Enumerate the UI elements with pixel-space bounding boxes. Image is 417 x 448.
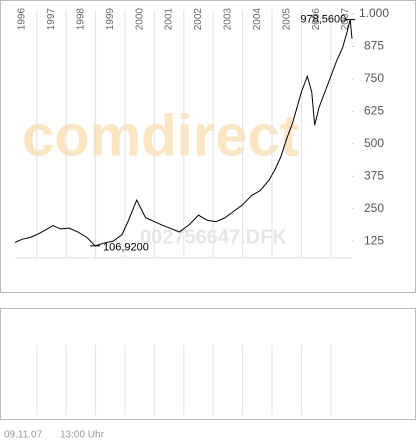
high-label: 978,5600 xyxy=(300,13,346,25)
x-tick-label: 2003 xyxy=(223,8,234,31)
y-tick-label: 250 xyxy=(364,201,384,215)
x-tick-label: 1997 xyxy=(46,8,57,31)
date: 09.11.07 xyxy=(4,430,43,441)
x-tick-label: 2000 xyxy=(134,8,145,31)
y-tick-label: 375 xyxy=(364,168,384,182)
x-tick-label: 2007 xyxy=(340,8,351,31)
x-tick-label: 2004 xyxy=(252,8,263,31)
low-label: 106,9200 xyxy=(103,242,149,254)
y-tick-label: 125 xyxy=(364,233,384,247)
price-line xyxy=(14,19,353,247)
x-tick-label: 2001 xyxy=(164,8,175,31)
main-panel xyxy=(0,0,416,293)
x-tick-label: 1998 xyxy=(76,8,87,31)
lower-panel xyxy=(0,308,416,420)
y-tick-label: 500 xyxy=(364,136,384,150)
x-tick-label: 2002 xyxy=(193,8,204,31)
y-tick-label: 625 xyxy=(364,104,384,118)
y-tick-label: 1.000 xyxy=(359,6,389,20)
x-tick-label: 1999 xyxy=(105,8,116,31)
x-tick-label: 2005 xyxy=(281,8,292,31)
y-tick-label: 875 xyxy=(364,39,384,53)
watermark: comdirect xyxy=(22,103,299,168)
x-tick-label: 1996 xyxy=(17,8,28,31)
x-tick-label: 2006 xyxy=(311,8,322,31)
y-tick-label: 750 xyxy=(364,71,384,85)
time: 13:00 Uhr xyxy=(60,430,105,441)
